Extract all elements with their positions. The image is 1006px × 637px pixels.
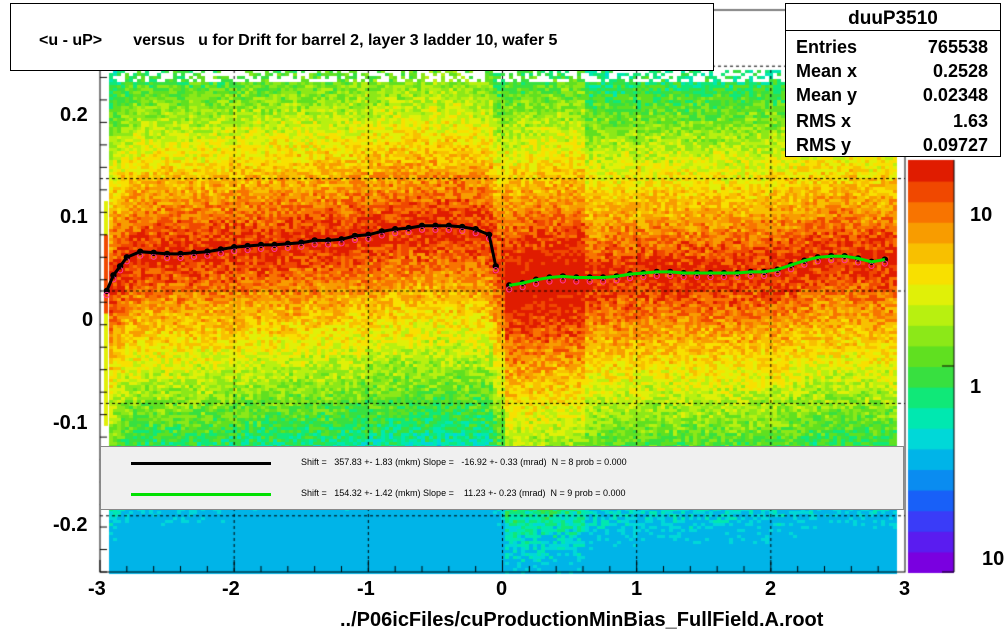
- y-tick-label: 0: [82, 309, 94, 331]
- x-tick-label: 1: [631, 578, 643, 600]
- profile-marker-point: [506, 286, 513, 293]
- profile-marker-point: [492, 267, 499, 274]
- x-tick-label: 2: [765, 578, 777, 600]
- y-tick-label: -0.2: [53, 514, 88, 536]
- stats-value: 0.02348: [922, 85, 988, 105]
- chart-title: <u - uP> versus u for Drift for barrel 2…: [39, 32, 558, 49]
- x-tick-label: 3: [899, 578, 911, 600]
- stats-key: Mean x: [796, 61, 858, 81]
- legend-entry-green: Shift = 154.32 +- 1.42 (mkm) Slope = 11.…: [301, 488, 626, 498]
- stats-key: RMS x: [796, 111, 852, 131]
- x-tick-label: 0: [496, 578, 508, 600]
- stats-divider: [786, 30, 1000, 31]
- y-tick-label: 0.2: [60, 104, 88, 126]
- legend-green-line: [131, 493, 271, 496]
- z-tick-label: 1: [970, 376, 982, 398]
- x-tick-label: -2: [222, 578, 240, 600]
- title-box: <u - uP> versus u for Drift for barrel 2…: [10, 3, 714, 71]
- x-tick-label: -1: [357, 578, 375, 600]
- legend-entry-black: Shift = 357.83 +- 1.83 (mkm) Slope = -16…: [301, 457, 627, 467]
- fit-curve-black: [105, 224, 498, 292]
- stats-value: 765538: [927, 37, 988, 57]
- stats-histogram-name: duuP3510: [848, 8, 938, 29]
- profile-marker-point: [103, 291, 110, 299]
- x-axis-title: ../P06icFiles/cuProductionMinBias_FullFi…: [340, 609, 824, 631]
- stats-value: 0.09727: [922, 135, 988, 155]
- stats-key: Entries: [796, 37, 858, 57]
- stats-key: Mean y: [796, 85, 858, 105]
- legend-black-line: [131, 462, 271, 465]
- stats-value: 1.63: [952, 111, 988, 131]
- fit-curve-green: [508, 254, 886, 287]
- z-tick-label: 10: [982, 548, 1005, 570]
- fit-legend: Shift = 357.83 +- 1.83 (mkm) Slope = -16…: [100, 446, 904, 510]
- y-tick-label: 0.1: [60, 206, 88, 228]
- stats-value: 0.2528: [932, 61, 988, 81]
- stats-key: RMS y: [796, 135, 852, 155]
- x-tick-label: -3: [88, 578, 106, 600]
- stats-box: duuP3510 Entries 765538 Mean x 0.2528 Mean…: [785, 3, 1001, 157]
- y-tick-label: -0.1: [53, 412, 88, 434]
- z-tick-label: 10: [970, 204, 993, 226]
